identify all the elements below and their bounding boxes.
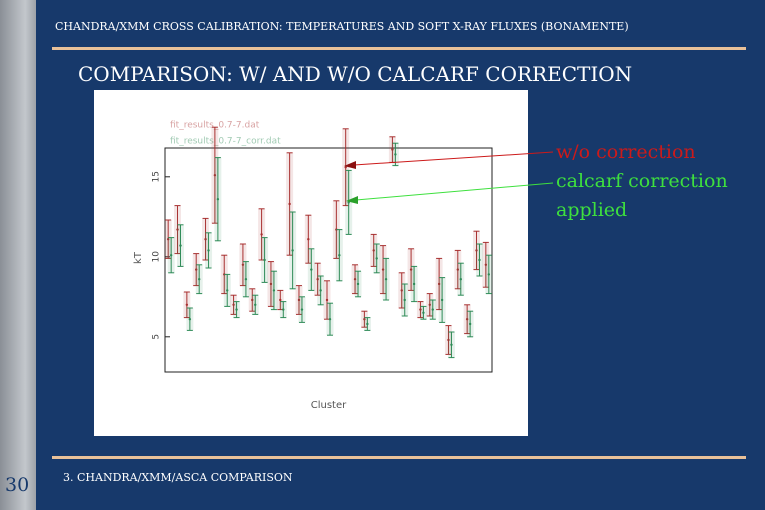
data-point [232, 303, 235, 306]
data-point [422, 311, 425, 314]
y-tick-label: 5 [152, 334, 162, 340]
data-point [291, 249, 294, 252]
data-point [263, 258, 266, 262]
data-point [176, 228, 179, 231]
data-point [185, 303, 189, 306]
data-point [484, 263, 488, 266]
data-point [207, 249, 210, 252]
data-point [381, 268, 385, 271]
annotation-arrow [355, 182, 554, 201]
slide-title: COMPARISON: W/ AND W/O CALCARF CORRECTIO… [78, 62, 633, 86]
slide-header: CHANDRA/XMM CROSS CALIBRATION: TEMPERATU… [55, 20, 629, 33]
data-point [400, 289, 403, 292]
data-point [282, 308, 285, 311]
data-point [213, 174, 217, 177]
data-point [328, 318, 332, 321]
y-axis-label: kT [133, 251, 144, 264]
data-point [310, 268, 313, 271]
data-point [204, 238, 207, 241]
data-point [241, 263, 245, 266]
data-point [251, 298, 254, 302]
chart: 5 10 15 Cluster kT fit_results_0.7-7.dat fit_r… [133, 121, 493, 411]
data-point [335, 228, 338, 231]
data-point [375, 257, 378, 260]
data-point [468, 322, 472, 326]
data-point [465, 318, 469, 321]
data-point [409, 268, 413, 271]
annotation: w/o correction [556, 141, 696, 163]
data-point [428, 303, 431, 306]
data-point [319, 289, 322, 292]
data-point [166, 238, 170, 241]
data-point [344, 166, 347, 169]
data-point [235, 308, 238, 311]
data-point [269, 282, 273, 286]
y-tick-label: 10 [152, 251, 162, 263]
data-point [475, 249, 478, 252]
data-point [226, 289, 229, 292]
data-point [431, 308, 434, 311]
data-point [478, 258, 481, 262]
arrow-head [346, 196, 358, 204]
data-point [244, 278, 248, 281]
data-point [325, 298, 329, 302]
data-point [254, 303, 257, 306]
data-point [353, 278, 357, 281]
data-point [366, 322, 369, 326]
data-point [384, 278, 388, 281]
data-point [216, 198, 220, 201]
data-point [307, 238, 310, 241]
plot-frame [164, 147, 493, 373]
data-point [403, 298, 406, 302]
data-point [297, 298, 301, 302]
data-point [437, 282, 441, 286]
data-point [195, 268, 198, 271]
data-point [279, 298, 282, 302]
data-point [363, 318, 366, 321]
data-point [272, 289, 276, 292]
legend-entry: fit_results_0.7-7_corr.dat [170, 137, 281, 147]
data-point [394, 153, 397, 156]
side-stripe [0, 0, 36, 510]
header-rule [52, 47, 746, 50]
data-point [188, 318, 192, 321]
data-point [356, 282, 360, 286]
data-point [338, 254, 341, 257]
data-point [459, 278, 462, 281]
data-point [260, 233, 263, 236]
data-point [440, 298, 444, 302]
annotation: calcarf correction applied [556, 170, 728, 221]
footer-rule [52, 456, 746, 459]
page-number: 30 [5, 474, 30, 496]
data-point [419, 308, 422, 311]
x-axis-label: Cluster [311, 400, 347, 411]
data-point [198, 278, 201, 281]
slide-footer: 3. CHANDRA/XMM/ASCA COMPARISON [63, 471, 293, 484]
data-point [456, 268, 459, 271]
data-point [179, 244, 182, 247]
data-point [412, 282, 416, 286]
data-point [372, 249, 375, 252]
data-point [447, 338, 450, 342]
data-point [288, 202, 291, 206]
data-point [316, 278, 319, 281]
arrow-head [344, 161, 356, 169]
data-point [450, 343, 453, 346]
data-point [300, 308, 304, 311]
data-point [487, 273, 491, 276]
y-tick-label: 15 [152, 171, 162, 182]
data-point [391, 148, 394, 151]
legend-entry: fit_results_0.7-7.dat [170, 121, 260, 131]
data-point [169, 254, 173, 257]
annotation-arrow [353, 151, 554, 166]
